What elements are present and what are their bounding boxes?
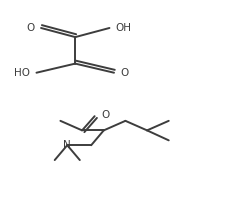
Text: HO: HO [14, 68, 30, 78]
Text: O: O [26, 22, 34, 33]
Text: O: O [120, 68, 128, 78]
Text: N: N [63, 140, 71, 150]
Text: O: O [101, 110, 109, 120]
Text: OH: OH [115, 22, 131, 33]
